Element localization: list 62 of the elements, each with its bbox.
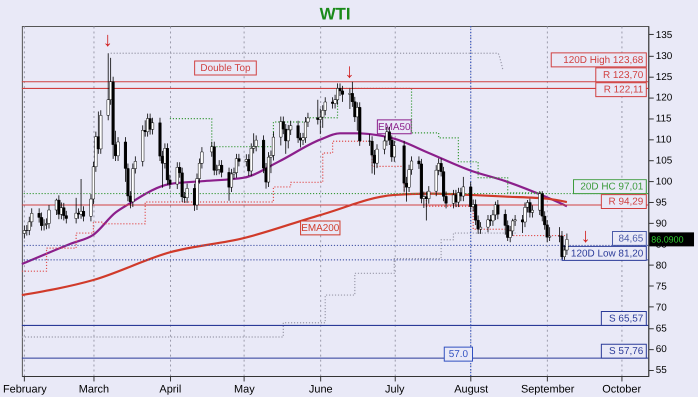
y-tick-label: 125 [656, 72, 673, 83]
candlestick [304, 116, 308, 144]
annotation: ↓ [344, 60, 354, 82]
ref-line-label: 120D Low 81,20 [570, 248, 644, 260]
y-tick-label: 65 [656, 323, 668, 334]
x-tick-label: June [308, 383, 333, 396]
candlestick [316, 99, 320, 125]
ref-line-label: 57.0 [448, 349, 469, 360]
x-tick-label: February [2, 383, 48, 396]
ref-line-label: R 94,29 [608, 196, 644, 208]
annotation: 120D High 123,68 [563, 54, 644, 66]
candlestick [234, 153, 238, 178]
y-tick-label: 75 [656, 281, 668, 292]
series-label: EMA50 [378, 122, 412, 133]
ref-line-label: R 123,70 [602, 70, 644, 81]
y-tick-label: 120 [656, 92, 673, 104]
y-tick-label: 115 [656, 114, 672, 125]
y-tick-label: 110 [656, 134, 672, 146]
candlestick [392, 140, 396, 162]
candlestick [286, 124, 290, 149]
annotation: ↓ [580, 224, 591, 247]
candlestick [462, 176, 465, 202]
ref-line-label: R 122,11 [604, 84, 644, 96]
y-tick-label: 100 [656, 176, 673, 188]
ref-line-label: 20D HC 97,01 [580, 182, 644, 193]
y-tick-label: 90 [656, 218, 668, 230]
y-tick-label: 130 [656, 50, 673, 62]
x-tick-label: October [602, 383, 642, 396]
y-tick-label: 55 [656, 365, 668, 376]
candlestick [528, 198, 532, 218]
ref-line-label: S 57,76 [609, 346, 644, 358]
candlestick [151, 117, 154, 135]
candlestick [340, 86, 344, 102]
candlestick [336, 83, 340, 106]
y-tick-label: 135 [656, 30, 673, 41]
text: 86.0900 [651, 234, 684, 244]
candlestick [560, 230, 564, 260]
y-tick-label: 95 [656, 198, 668, 209]
candlestick [212, 141, 216, 176]
series-label: EMA200 [301, 222, 340, 234]
ref-line-label: 84,65 [618, 233, 644, 244]
y-tick-label: 105 [656, 156, 673, 167]
chart-title: WTI [320, 4, 351, 24]
x-tick-label: September [520, 383, 575, 396]
ref-line-label: S 65,57 [609, 313, 644, 324]
y-tick-label: 60 [656, 344, 668, 356]
x-tick-label: August [454, 383, 488, 396]
candlestick [486, 214, 490, 233]
candlestick [296, 120, 300, 144]
candlestick [331, 96, 334, 109]
annotation: Double Top [200, 62, 251, 74]
x-tick-label: July [385, 383, 406, 396]
candlestick [370, 136, 374, 174]
candlestick [469, 182, 472, 212]
candlestick [496, 200, 500, 220]
y-tick-label: 70 [656, 302, 668, 314]
candlestick [254, 134, 258, 152]
y-tick-label: 80 [656, 260, 668, 272]
annotation: ↓ [102, 28, 113, 51]
x-tick-label: March [78, 383, 110, 396]
x-tick-label: April [159, 383, 182, 396]
x-tick-label: May [234, 383, 256, 396]
